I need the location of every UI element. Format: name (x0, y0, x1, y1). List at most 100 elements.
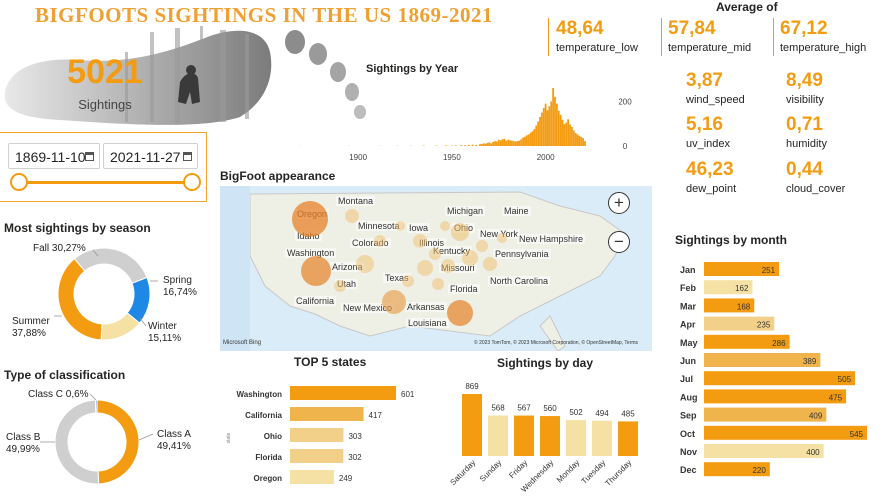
year-bar[interactable] (540, 112, 543, 146)
day-bar[interactable] (618, 421, 638, 456)
month-bar[interactable] (704, 316, 775, 331)
zoom-out-button[interactable]: − (608, 231, 630, 253)
year-bar[interactable] (563, 124, 566, 146)
map-bubble-ohio[interactable] (451, 223, 469, 241)
year-bar[interactable] (555, 103, 558, 146)
bigfoot-map[interactable]: MontanaMichiganMaineOregonMinnesotaIdaho… (220, 186, 652, 351)
year-bar[interactable] (574, 133, 577, 146)
map-bubble[interactable] (402, 275, 414, 287)
year-bar[interactable] (516, 141, 519, 146)
state-bar[interactable] (290, 470, 334, 484)
year-bar[interactable] (559, 114, 562, 146)
day-bar[interactable] (540, 416, 560, 456)
year-bar[interactable] (512, 141, 515, 146)
map-bubble-florida[interactable] (447, 300, 473, 326)
day-bar[interactable] (488, 415, 508, 456)
year-bar[interactable] (488, 142, 491, 146)
slice-summer[interactable] (57, 258, 103, 341)
year-bar[interactable] (537, 121, 540, 146)
year-bar[interactable] (572, 130, 575, 146)
year-bar[interactable] (578, 135, 581, 146)
state-bar[interactable] (290, 386, 396, 400)
map-bubble[interactable] (462, 250, 478, 266)
year-bar[interactable] (580, 137, 583, 146)
map-bubble[interactable] (345, 209, 359, 223)
year-bar[interactable] (539, 117, 541, 146)
map-bubble[interactable] (441, 259, 455, 273)
month-bar[interactable] (704, 353, 821, 367)
year-bar[interactable] (480, 143, 483, 146)
year-bar[interactable] (524, 136, 526, 146)
year-bar[interactable] (565, 122, 568, 146)
month-bar[interactable] (704, 407, 827, 422)
month-bar[interactable] (704, 280, 753, 295)
year-bar[interactable] (584, 141, 586, 146)
year-bar[interactable] (535, 125, 538, 146)
year-bar[interactable] (507, 139, 510, 146)
month-bar[interactable] (704, 444, 824, 458)
year-bar[interactable] (490, 143, 493, 146)
month-bar[interactable] (704, 334, 790, 349)
year-bar[interactable] (546, 110, 549, 146)
month-bar[interactable] (704, 425, 867, 440)
day-bar[interactable] (592, 420, 612, 456)
year-bar[interactable] (561, 119, 564, 146)
map-bubble-washington[interactable] (292, 201, 328, 237)
map-bubble[interactable] (395, 221, 405, 231)
month-bar[interactable] (704, 389, 847, 404)
year-bar[interactable] (482, 143, 485, 146)
year-bar[interactable] (471, 144, 474, 146)
year-bar[interactable] (552, 88, 555, 146)
date-slider-track[interactable] (17, 181, 193, 184)
year-bar[interactable] (567, 119, 570, 146)
year-bar[interactable] (520, 139, 523, 146)
month-bar[interactable] (704, 262, 780, 276)
year-bar[interactable] (475, 144, 478, 146)
map-bubble[interactable] (417, 260, 433, 276)
year-bar[interactable] (445, 145, 448, 146)
month-bar[interactable] (704, 462, 770, 477)
year-bar[interactable] (557, 110, 560, 146)
map-bubble-california[interactable] (301, 256, 331, 286)
year-bar[interactable] (460, 145, 463, 146)
year-bar[interactable] (492, 141, 495, 146)
map-bubble[interactable] (432, 278, 444, 290)
year-bar[interactable] (467, 144, 470, 146)
year-bar[interactable] (495, 141, 498, 146)
state-bar[interactable] (290, 428, 344, 442)
year-bar[interactable] (522, 137, 525, 146)
year-bar[interactable] (570, 127, 573, 146)
calendar-icon[interactable] (85, 152, 94, 161)
year-bar[interactable] (484, 143, 487, 146)
map-bubble[interactable] (497, 233, 507, 243)
year-bar[interactable] (503, 138, 506, 146)
map-bubble[interactable] (413, 234, 427, 248)
year-bar[interactable] (501, 139, 504, 146)
year-bar[interactable] (576, 134, 579, 146)
year-bar[interactable] (582, 137, 585, 146)
end-date-field[interactable]: 2021-11-27 (103, 143, 198, 169)
slice-class-c[interactable] (94, 399, 98, 414)
day-bar[interactable] (514, 415, 534, 456)
year-bar[interactable] (544, 103, 547, 146)
year-bar[interactable] (486, 142, 489, 146)
year-bar[interactable] (531, 131, 534, 146)
year-bar[interactable] (518, 140, 521, 146)
year-bar[interactable] (529, 132, 532, 146)
year-bar[interactable] (497, 139, 500, 146)
map-bubble[interactable] (440, 221, 450, 231)
slice-class-a[interactable] (96, 399, 140, 485)
year-bar[interactable] (525, 135, 528, 146)
day-bar[interactable] (566, 420, 586, 456)
year-bar[interactable] (499, 140, 502, 146)
map-bubble[interactable] (429, 248, 441, 260)
year-bar[interactable] (479, 144, 481, 146)
year-bar[interactable] (533, 129, 536, 146)
date-slider-start-handle[interactable] (10, 173, 28, 191)
slice-class-b[interactable] (54, 399, 100, 485)
day-bar[interactable] (462, 394, 482, 456)
year-bar[interactable] (464, 145, 466, 146)
map-bubble[interactable] (334, 280, 346, 292)
year-bar[interactable] (550, 101, 553, 146)
calendar-icon[interactable] (183, 152, 192, 161)
